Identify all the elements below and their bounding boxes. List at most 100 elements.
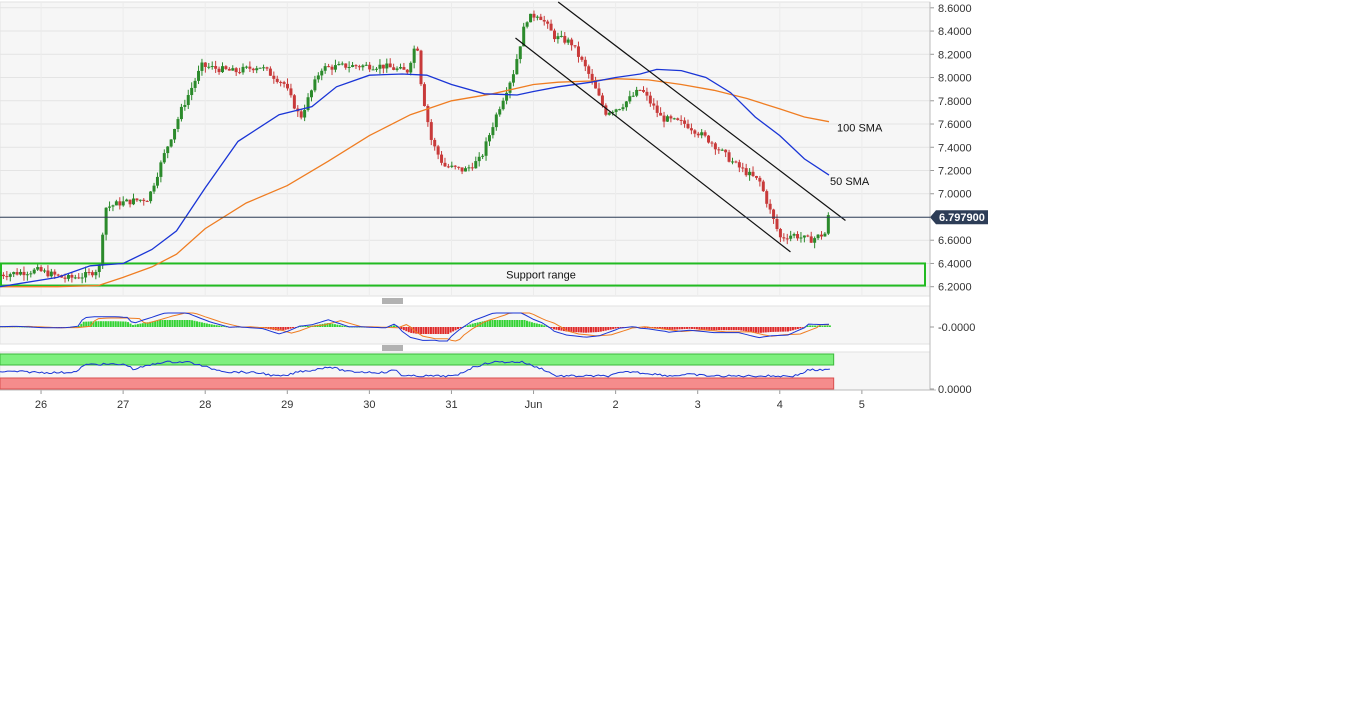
candle-up [614,109,618,112]
candle-down [224,66,228,69]
candle-down [443,162,447,167]
macd-bar [604,327,607,331]
candle-down [703,132,707,136]
macd-bar [594,327,597,333]
macd-bar [225,326,228,328]
candle-down [734,161,738,163]
macd-bar [786,327,789,332]
candle-up [799,237,803,239]
macd-bar [668,327,671,330]
candle-up [42,270,46,272]
price-tick-label: 8.0000 [938,73,972,85]
macd-bar [129,323,132,327]
macd-bar [784,327,787,332]
macd-bar [112,321,115,327]
macd-bar [779,327,782,332]
candle-up [484,141,488,156]
macd-bar [762,327,765,333]
candle-down [717,149,721,151]
macd-bar [747,327,750,332]
candle-down [659,112,663,116]
candle-up [628,96,632,102]
rsi-oversold-zone [0,377,835,390]
candle-down [388,63,392,68]
macd-bar [223,326,226,327]
macd-bar [572,327,575,332]
rsi-resize-handle[interactable] [382,345,403,351]
candle-down [405,69,409,73]
candle-up [316,75,320,80]
macd-bar [75,326,78,328]
macd-bar [415,327,418,334]
candle-down [90,272,94,276]
macd-bar [703,327,706,330]
macd-line [0,312,830,342]
macd-bar [671,327,674,330]
candle-up [720,149,724,151]
macd-bar [452,327,455,332]
date-tick-label: 3 [695,399,701,411]
date-tick-label: 28 [199,399,211,411]
candle-down [330,66,334,70]
macd-bar [828,325,831,327]
macd-bar [405,327,408,332]
macd-bar [432,327,435,334]
candle-down [686,123,690,129]
macd-bar [299,326,302,328]
channel-upper-line [557,1,846,221]
sma-50-line [0,68,830,288]
macd-bar [146,322,149,327]
macd-bar [543,325,546,327]
candle-down [419,50,423,85]
macd-bar [799,327,802,329]
candle-down [53,271,57,275]
date-tick-label: 4 [777,399,783,411]
candle-down [77,277,81,279]
macd-bar [99,321,102,327]
candle-down [713,143,717,150]
price-tick-label: 7.6000 [938,119,972,131]
macd-bar [582,327,585,333]
candle-up [816,234,820,239]
candle-down [426,106,430,123]
candle-up [176,119,180,129]
macd-bar [774,327,777,332]
candle-down [234,68,238,73]
candle-down [689,128,693,131]
macd-bar [442,327,445,334]
macd-resize-handle[interactable] [382,298,403,304]
macd-bar [742,327,745,331]
macd-bar [592,327,595,333]
candle-up [94,271,98,276]
candle-up [36,267,40,270]
macd-bar [693,327,696,330]
candle-up [108,206,112,208]
candle-up [618,109,622,111]
candle-down [600,95,604,106]
candle-up [138,199,142,201]
candle-up [748,171,752,176]
macd-bar [587,327,590,333]
candle-down [669,116,673,119]
candle-up [173,128,177,140]
candle-down [203,62,207,67]
macd-bar [782,327,785,332]
candle-down [327,66,331,68]
price-tick-label: 6.4000 [938,258,972,270]
macd-bar [284,327,287,330]
candle-up [730,161,734,163]
macd-bar [215,325,218,327]
macd-bar [678,327,681,330]
macd-bar [663,327,666,330]
candle-up [340,63,344,65]
candle-up [529,13,533,23]
macd-bar [498,320,501,327]
macd-bar [459,327,462,329]
candle-down [87,272,91,274]
candle-up [179,106,183,120]
macd-bar [176,320,179,327]
macd-bar [589,327,592,333]
candle-up [566,39,570,43]
candle-up [313,79,317,91]
